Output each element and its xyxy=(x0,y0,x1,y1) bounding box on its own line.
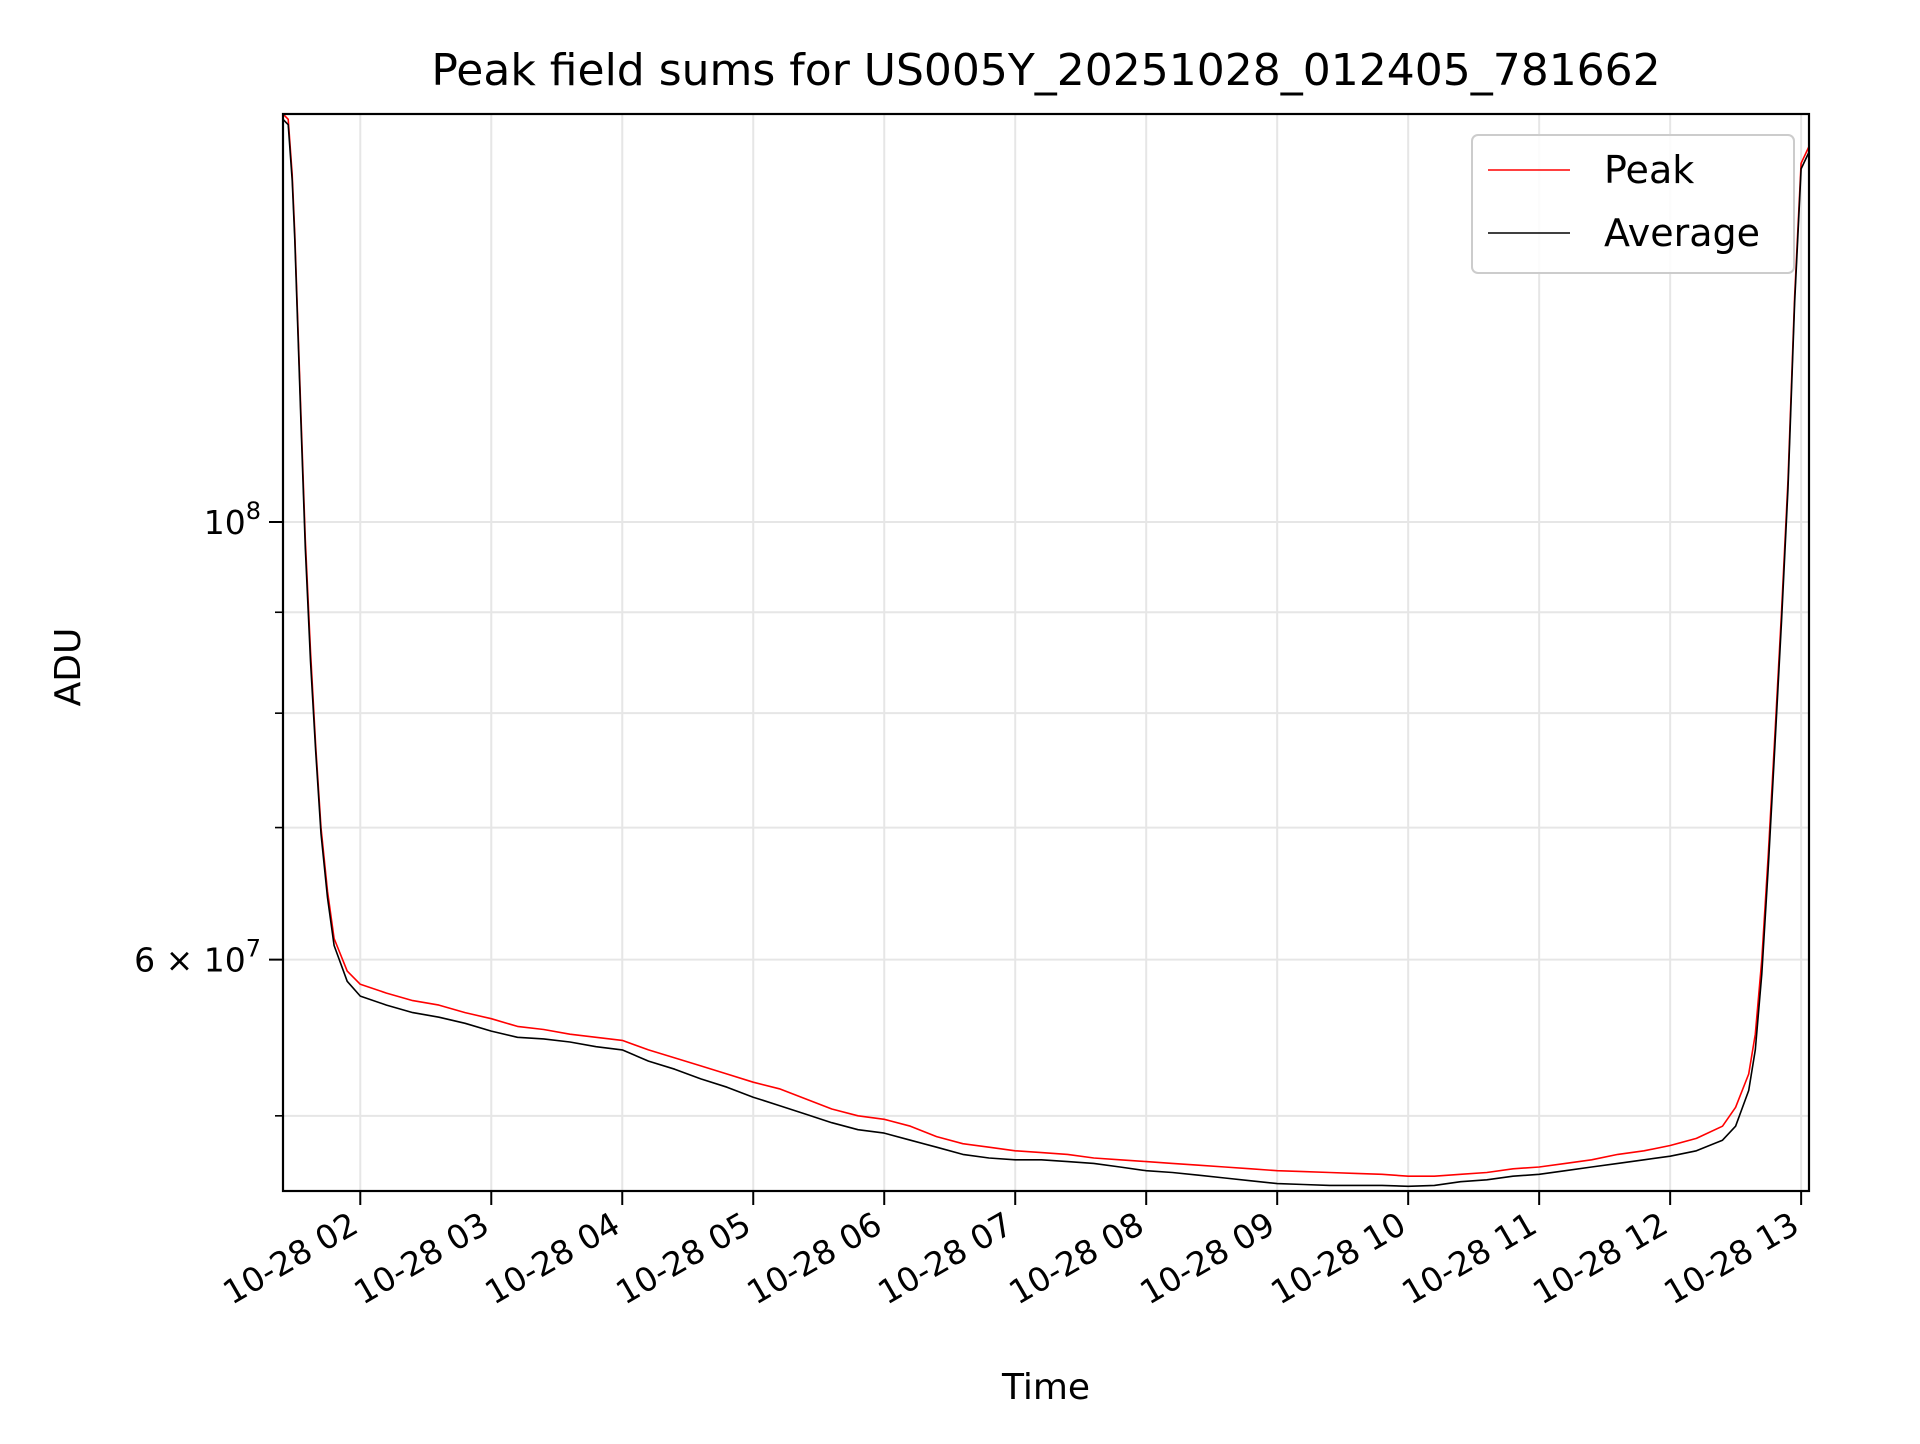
series-layer xyxy=(283,114,1809,1188)
chart-legend: Peak Average xyxy=(1471,134,1795,274)
y-axis-label: ADU xyxy=(48,628,89,707)
series-line-peak xyxy=(283,114,1809,1177)
y-tick-label: 6 × 107 xyxy=(134,935,261,980)
y-axis-ticks: 6 × 107 108 xyxy=(134,497,283,1117)
y-tick-label: 108 xyxy=(204,497,261,542)
grid-layer xyxy=(283,114,1809,1191)
series-line-average xyxy=(283,118,1809,1188)
plot-area xyxy=(283,114,1809,1188)
x-axis-label: Time xyxy=(1001,1367,1090,1408)
axes-frame xyxy=(281,112,1811,1193)
legend-label-peak: Peak xyxy=(1604,148,1694,192)
legend-label-average: Average xyxy=(1604,211,1760,255)
chart-title: Peak field sums for US005Y_20251028_0124… xyxy=(431,45,1660,96)
